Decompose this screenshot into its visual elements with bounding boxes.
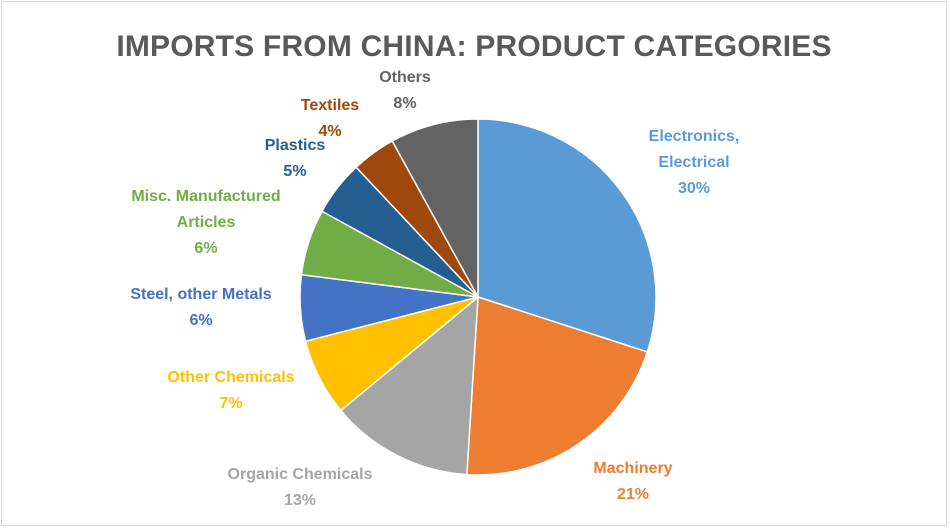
slice-label-name: Machinery xyxy=(593,460,673,477)
slice-label-value: 8% xyxy=(393,95,417,112)
slice-label: Other Chemicals 7% xyxy=(167,365,294,417)
slice-label-name: Others xyxy=(379,69,431,86)
slice-label-value: 7% xyxy=(219,395,243,412)
slice-label-value: 21% xyxy=(616,486,650,503)
pie-slice-others xyxy=(391,118,479,298)
slice-label-name: Plastics xyxy=(264,137,326,154)
slice-label-name: Organic Chemicals xyxy=(227,466,373,483)
pie-slice-organic-chemicals xyxy=(339,295,479,476)
slice-label: Organic Chemicals 13% xyxy=(228,462,373,514)
slice-label-value: 30% xyxy=(677,180,711,197)
slice-label-name: Misc. Manufactured xyxy=(131,188,281,205)
slice-label-value: 13% xyxy=(283,492,317,509)
slice-label-name: Other Chemicals xyxy=(167,369,295,386)
slice-label-value: 5% xyxy=(283,163,307,180)
chart-title: IMPORTS FROM CHINA: PRODUCT CATEGORIES xyxy=(116,30,832,63)
slice-label: Others 8% xyxy=(379,65,431,117)
pie-slice-machinery xyxy=(466,295,649,476)
slice-label: Misc. Manufactured Articles 6% xyxy=(131,184,280,262)
slice-label: Machinery 21% xyxy=(593,456,672,508)
slice-label: Textiles 4% xyxy=(301,93,359,145)
slice-label-value: 6% xyxy=(194,240,218,257)
pie-slice-electronics-electrical xyxy=(477,118,657,353)
slice-label-value: 6% xyxy=(189,312,213,329)
slice-label: Steel, other Metals 6% xyxy=(130,282,271,334)
slice-label: Plastics 5% xyxy=(265,133,325,185)
slice-label-name: Electrical xyxy=(658,154,730,171)
slice-label-name: Electronics, xyxy=(648,128,740,145)
slice-label-name: Textiles xyxy=(300,97,360,114)
slice-label-value: 4% xyxy=(318,123,342,140)
slice-label-name: Steel, other Metals xyxy=(130,286,272,303)
slice-label: Electronics, Electrical 30% xyxy=(649,124,740,202)
slice-label-name: Articles xyxy=(176,214,236,231)
